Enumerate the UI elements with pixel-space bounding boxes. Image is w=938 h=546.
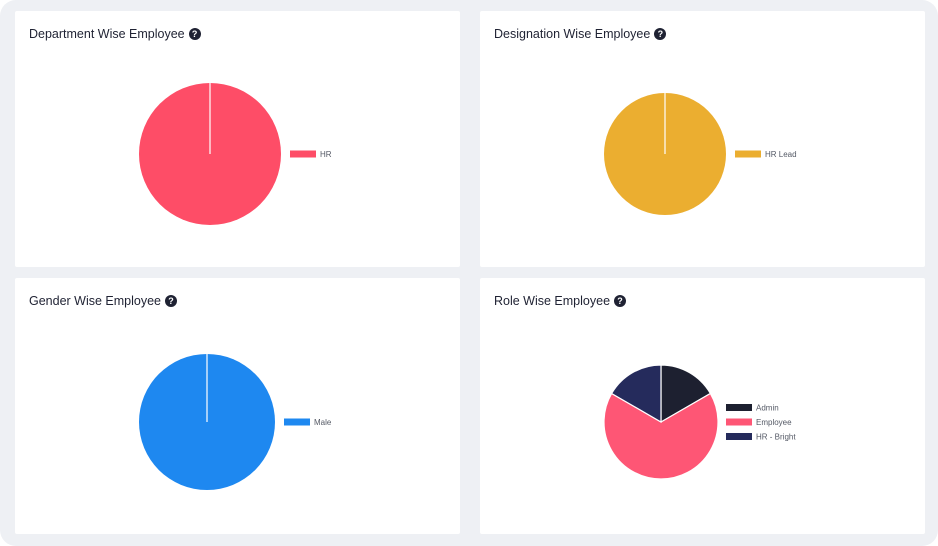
pie-slice-hr-lead[interactable] xyxy=(604,93,726,215)
card-title: Role Wise Employee ? xyxy=(494,294,627,308)
legend-label: HR xyxy=(320,150,332,159)
card-title-text: Role Wise Employee xyxy=(494,294,611,308)
legend-item-hr-lead[interactable]: HR Lead xyxy=(735,150,797,159)
legend-label: Admin xyxy=(756,404,779,413)
pie-slice-employee[interactable] xyxy=(603,392,719,480)
legend-label: Employee xyxy=(756,418,792,427)
legend-label: HR Lead xyxy=(765,150,797,159)
card-title: Designation Wise Employee ? xyxy=(494,27,667,41)
question-circle-icon[interactable]: ? xyxy=(654,28,667,40)
question-circle-icon[interactable]: ? xyxy=(614,295,627,307)
legend-swatch xyxy=(290,150,316,158)
legend-label: Male xyxy=(314,418,332,427)
card-title: Gender Wise Employee ? xyxy=(29,294,178,308)
legend-swatch xyxy=(726,418,752,426)
legend-swatch xyxy=(726,404,752,411)
role-pie-chart: Admin Employee HR - Bright xyxy=(603,364,796,480)
legend-item-hr[interactable]: HR xyxy=(290,150,332,159)
role-wise-employee-card: Role Wise Employee ? Admin Employee HR - B… xyxy=(480,278,925,534)
card-title: Department Wise Employee ? xyxy=(29,27,201,41)
question-circle-icon[interactable]: ? xyxy=(165,295,178,307)
department-wise-employee-card: Department Wise Employee ? HR xyxy=(15,11,460,267)
pie-slice-hr-bright[interactable] xyxy=(610,364,662,424)
department-pie-chart: HR xyxy=(139,83,332,225)
card-title-text: Gender Wise Employee xyxy=(29,294,162,308)
legend-swatch xyxy=(735,150,761,158)
gender-pie-chart: Male xyxy=(139,354,332,490)
card-title-text: Department Wise Employee xyxy=(29,27,185,41)
gender-wise-employee-card: Gender Wise Employee ? Male xyxy=(15,278,460,534)
pie-slice-male[interactable] xyxy=(139,354,275,490)
legend-swatch xyxy=(284,418,310,426)
pie-slice-hr[interactable] xyxy=(139,83,281,225)
legend-item-male[interactable]: Male xyxy=(284,418,332,427)
legend-swatch xyxy=(726,433,752,440)
pie-slice-admin[interactable] xyxy=(660,364,712,424)
question-circle-icon[interactable]: ? xyxy=(188,28,201,40)
designation-wise-employee-card: Designation Wise Employee ? HR Lead xyxy=(480,11,925,267)
legend-item-admin[interactable]: Admin xyxy=(726,404,779,413)
legend-item-hr-bright[interactable]: HR - Bright xyxy=(726,433,796,442)
legend-item-employee[interactable]: Employee xyxy=(726,418,792,427)
card-title-text: Designation Wise Employee xyxy=(494,27,651,41)
legend-label: HR - Bright xyxy=(756,433,796,442)
designation-pie-chart: HR Lead xyxy=(604,93,797,215)
